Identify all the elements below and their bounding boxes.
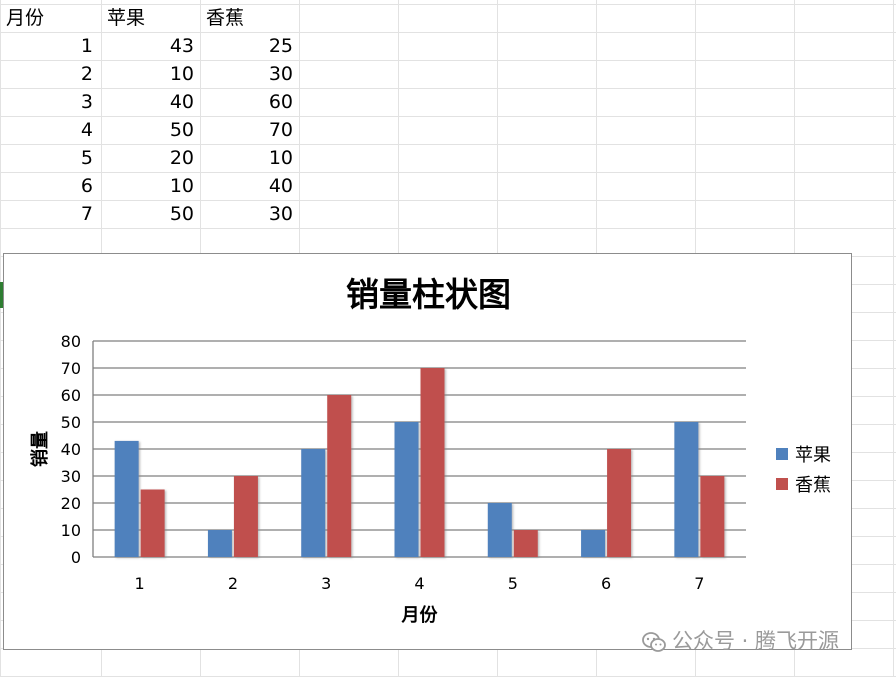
- data-cell[interactable]: 4: [80, 119, 93, 141]
- data-cell[interactable]: 60: [268, 91, 293, 113]
- legend-label: 香蕉: [795, 475, 831, 496]
- x-tick-label: 2: [228, 574, 238, 593]
- x-axis-label: 月份: [401, 604, 439, 626]
- data-cell[interactable]: 5: [80, 147, 93, 169]
- bar[interactable]: [327, 395, 352, 557]
- y-axis-label: 销量: [29, 431, 51, 467]
- y-tick-label: 30: [61, 467, 81, 486]
- y-tick-label: 70: [61, 359, 81, 378]
- watermark: 公众号 · 腾飞开源: [642, 624, 839, 658]
- data-cell[interactable]: 25: [268, 35, 293, 57]
- data-cell[interactable]: 30: [268, 63, 293, 85]
- data-cell[interactable]: 43: [169, 35, 194, 57]
- data-cell[interactable]: 3: [80, 91, 93, 113]
- y-tick-label: 50: [61, 413, 81, 432]
- legend-label: 苹果: [795, 445, 831, 466]
- x-tick-label: 6: [601, 574, 611, 593]
- bar[interactable]: [233, 476, 258, 557]
- bar[interactable]: [513, 530, 538, 557]
- data-cell[interactable]: 7: [80, 203, 93, 225]
- legend-swatch: [776, 478, 788, 490]
- bar[interactable]: [394, 422, 419, 557]
- x-tick-label: 5: [508, 574, 518, 593]
- bar[interactable]: [487, 503, 512, 557]
- data-cell[interactable]: 50: [169, 119, 194, 141]
- header-cell[interactable]: 月份: [6, 7, 45, 29]
- active-cell-marker: [0, 282, 3, 308]
- watermark-text: 公众号 · 腾飞开源: [672, 629, 840, 653]
- bar[interactable]: [420, 368, 445, 557]
- y-tick-label: 60: [61, 386, 81, 405]
- y-tick-label: 20: [61, 494, 81, 513]
- bar[interactable]: [674, 422, 699, 557]
- header-cell[interactable]: 香蕉: [206, 7, 245, 29]
- y-tick-label: 0: [71, 548, 81, 567]
- data-cell[interactable]: 50: [169, 203, 194, 225]
- x-tick-label: 1: [135, 574, 145, 593]
- chart-title: 销量柱状图: [346, 275, 511, 314]
- data-cell[interactable]: 10: [169, 63, 194, 85]
- bar[interactable]: [581, 530, 606, 557]
- data-cell[interactable]: 20: [169, 147, 194, 169]
- x-tick-label: 7: [694, 574, 704, 593]
- y-tick-label: 10: [61, 521, 81, 540]
- data-cell[interactable]: 40: [268, 175, 293, 197]
- bar[interactable]: [301, 449, 326, 557]
- bar[interactable]: [140, 489, 165, 558]
- data-cell[interactable]: 40: [169, 91, 194, 113]
- y-tick-label: 40: [61, 440, 81, 459]
- bar[interactable]: [207, 530, 232, 557]
- x-tick-label: 4: [414, 574, 424, 593]
- data-cell[interactable]: 6: [80, 175, 93, 197]
- data-cell[interactable]: 1: [80, 35, 93, 57]
- bar[interactable]: [700, 476, 725, 557]
- data-cell[interactable]: 10: [268, 147, 293, 169]
- bar[interactable]: [607, 449, 632, 557]
- data-cell[interactable]: 10: [169, 175, 194, 197]
- legend-swatch: [776, 448, 788, 460]
- chart-object[interactable]: 0 10 20 30 40 50 60 70 80 1 2 3 4 5 6 7 月份 销量 苹果香蕉 销量柱状图: [3, 253, 852, 650]
- data-cell[interactable]: 30: [268, 203, 293, 225]
- x-tick-label: 3: [321, 574, 331, 593]
- data-cell[interactable]: 70: [268, 119, 293, 141]
- wechat-icon: [642, 632, 666, 652]
- header-cell[interactable]: 苹果: [107, 7, 146, 29]
- y-tick-label: 80: [61, 332, 81, 351]
- bar[interactable]: [114, 440, 139, 557]
- data-cell[interactable]: 2: [80, 63, 93, 85]
